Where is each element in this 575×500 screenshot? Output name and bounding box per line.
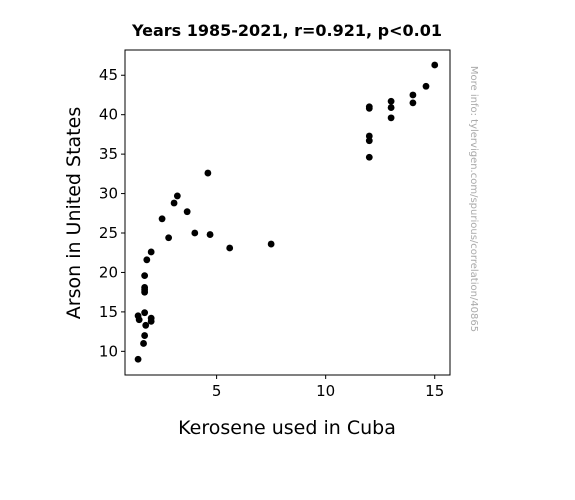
data-point bbox=[387, 104, 395, 111]
y-tick-label: 25 bbox=[99, 224, 118, 242]
data-point bbox=[140, 340, 147, 347]
data-point bbox=[204, 169, 212, 177]
data-point bbox=[158, 215, 166, 223]
data-point bbox=[206, 231, 214, 238]
data-point bbox=[365, 153, 373, 161]
data-point bbox=[365, 132, 373, 140]
x-tick-label: 10 bbox=[316, 382, 335, 400]
data-point bbox=[147, 317, 155, 325]
data-point bbox=[142, 321, 150, 329]
data-point bbox=[173, 192, 181, 200]
chart-title: Years 1985-2021, r=0.921, p<0.01 bbox=[131, 21, 442, 40]
data-point bbox=[134, 355, 142, 363]
data-points bbox=[134, 61, 439, 363]
data-point bbox=[141, 309, 149, 317]
data-point bbox=[141, 332, 149, 339]
y-tick-label: 30 bbox=[99, 185, 118, 203]
y-tick-label: 20 bbox=[99, 263, 118, 281]
data-point bbox=[365, 104, 373, 112]
data-point bbox=[141, 288, 149, 296]
data-point bbox=[409, 99, 417, 107]
data-point bbox=[147, 248, 155, 256]
y-tick-label: 40 bbox=[99, 106, 118, 124]
data-point bbox=[170, 199, 178, 207]
x-tick-label: 5 bbox=[212, 382, 222, 400]
data-point bbox=[226, 244, 234, 252]
x-axis: 5 10 15 bbox=[212, 375, 444, 400]
data-point bbox=[141, 272, 149, 280]
data-point bbox=[422, 82, 430, 90]
data-point bbox=[387, 97, 395, 105]
data-point bbox=[191, 229, 199, 237]
data-point bbox=[143, 256, 151, 264]
data-point bbox=[365, 137, 373, 145]
data-point bbox=[183, 208, 191, 216]
data-point bbox=[165, 234, 173, 242]
data-point bbox=[387, 114, 395, 122]
y-tick-label: 45 bbox=[99, 66, 118, 84]
y-axis-label: Arson in United States bbox=[63, 107, 85, 319]
y-tick-label: 10 bbox=[99, 342, 118, 360]
y-axis: 10 15 20 25 30 35 40 45 bbox=[99, 66, 125, 360]
y-tick-label: 15 bbox=[99, 303, 118, 321]
data-point bbox=[267, 240, 275, 248]
source-note: More info: tylervigen.com/spurious/corre… bbox=[468, 66, 479, 332]
data-point bbox=[135, 316, 143, 324]
x-axis-label: Kerosene used in Cuba bbox=[178, 417, 396, 439]
x-tick-label: 15 bbox=[425, 382, 444, 400]
plot-frame bbox=[124, 49, 451, 376]
data-point bbox=[431, 61, 439, 69]
plot-area bbox=[124, 49, 451, 376]
y-tick-label: 35 bbox=[99, 145, 118, 163]
data-point bbox=[409, 91, 417, 99]
